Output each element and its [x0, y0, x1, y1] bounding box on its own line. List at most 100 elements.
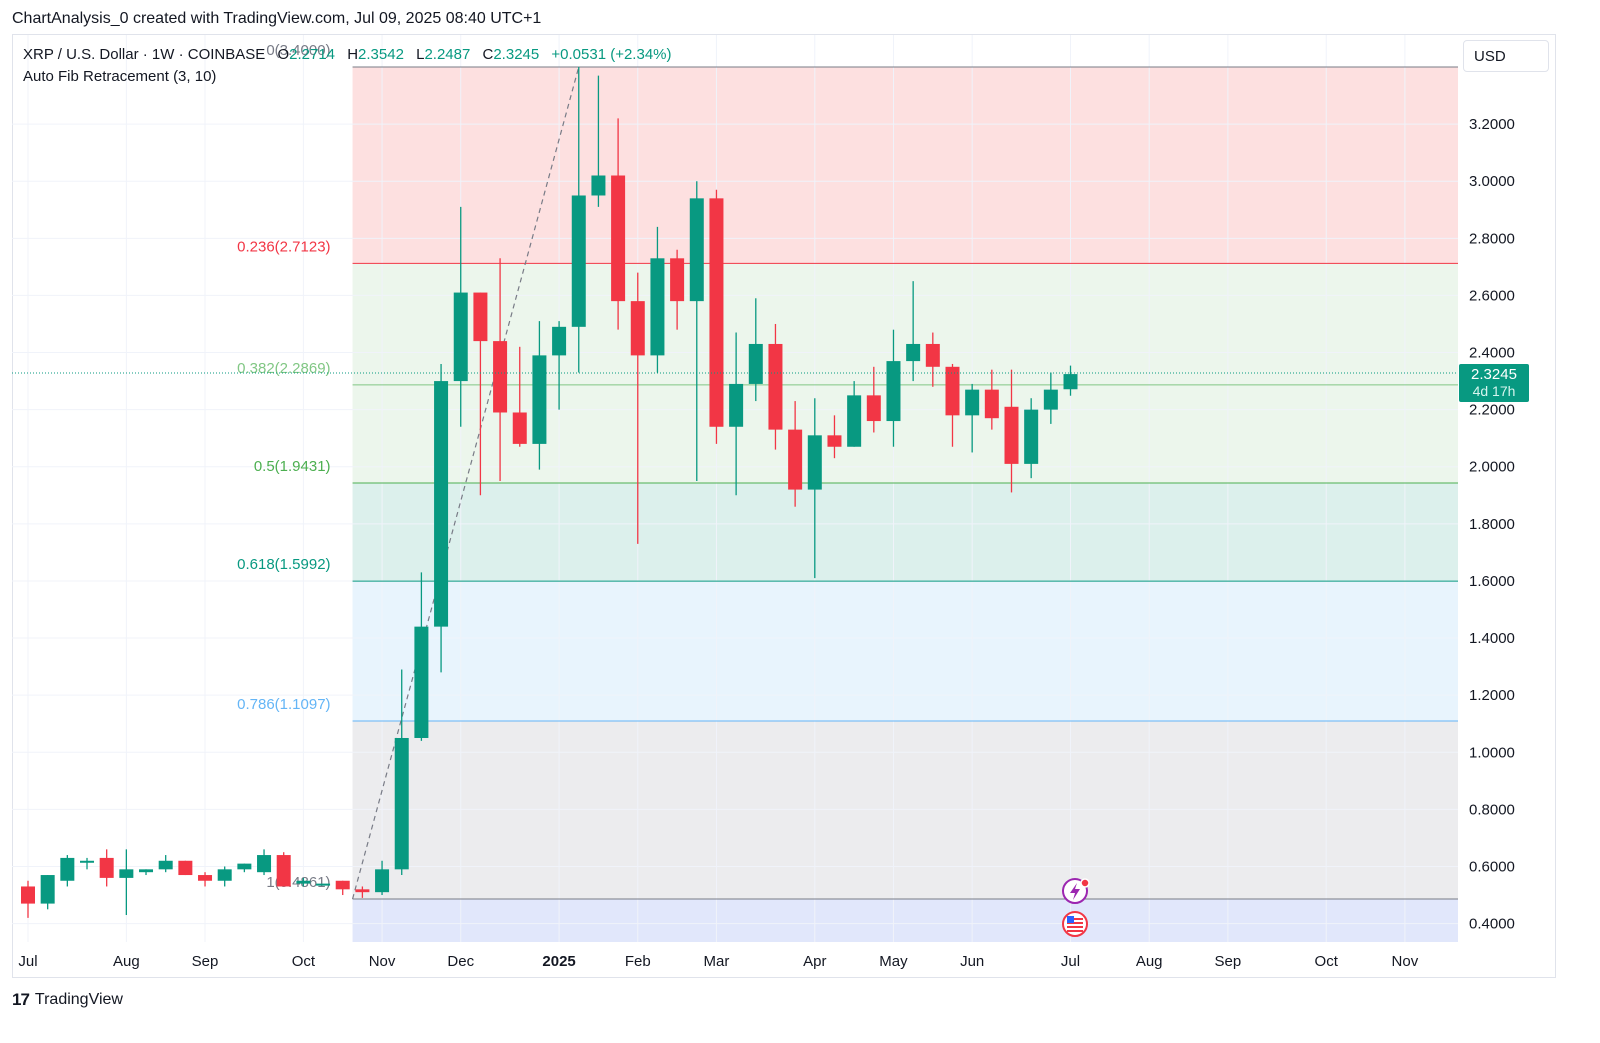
candle-body — [139, 869, 154, 873]
candle-down[interactable] — [1004, 369, 1019, 493]
candle-up[interactable] — [394, 669, 409, 876]
us-flag-event-icon[interactable] — [1062, 911, 1088, 937]
candle-body — [80, 860, 95, 863]
candle-down[interactable] — [945, 363, 960, 447]
candle-body — [453, 292, 468, 382]
candle-body — [237, 863, 252, 870]
chart-header: ChartAnalysis_0 created with TradingView… — [12, 10, 542, 27]
candle-body — [158, 860, 173, 870]
candle-up[interactable] — [1063, 365, 1078, 396]
candle-up[interactable] — [552, 321, 567, 410]
fib-level-label: 0(3.4000) — [266, 42, 330, 59]
candle-down[interactable] — [984, 369, 999, 430]
tradingview-logo-icon: 17 — [12, 990, 30, 1009]
time-tick-label: 2025 — [542, 953, 575, 970]
candle-body — [827, 435, 842, 447]
candle-down[interactable] — [866, 366, 881, 433]
price-tick-label: 0.4000 — [1469, 916, 1515, 933]
time-tick-label: Feb — [625, 953, 651, 970]
candle-up[interactable] — [532, 321, 547, 470]
tradingview-logo-text: TradingView — [34, 991, 123, 1008]
candle-up[interactable] — [139, 869, 154, 876]
candle-body — [99, 857, 114, 878]
candle-down[interactable] — [473, 292, 488, 496]
candle-down[interactable] — [709, 189, 724, 444]
candle-up[interactable] — [158, 855, 173, 873]
candle-up[interactable] — [316, 883, 331, 886]
candle-up[interactable] — [119, 849, 134, 916]
candle-up[interactable] — [1043, 372, 1058, 424]
candle-body — [512, 412, 527, 444]
candle-body — [198, 875, 213, 881]
lightning-event-icon[interactable] — [1062, 878, 1090, 904]
candle-up[interactable] — [217, 866, 232, 887]
candle-up[interactable] — [965, 383, 980, 453]
candle-up[interactable] — [689, 181, 704, 482]
candle-up[interactable] — [748, 298, 763, 402]
candle-down[interactable] — [276, 852, 291, 887]
symbol-legend: XRP / U.S. Dollar · 1W · COINBASE O2.271… — [23, 46, 672, 63]
time-tick-label: Apr — [803, 953, 826, 970]
candle-up[interactable] — [729, 332, 744, 496]
candle-up[interactable] — [906, 281, 921, 382]
candle-up[interactable] — [80, 857, 95, 870]
price-tick-label: 0.6000 — [1469, 858, 1515, 875]
time-tick-label: Sep — [192, 953, 219, 970]
candle-down[interactable] — [768, 323, 783, 450]
candle-up[interactable] — [414, 572, 429, 741]
price-tick-label: 2.2000 — [1469, 402, 1515, 419]
candle-up[interactable] — [434, 363, 449, 673]
candle-down[interactable] — [21, 880, 35, 918]
candle-down[interactable] — [355, 886, 370, 898]
currency-button[interactable]: USD — [1463, 40, 1549, 72]
candle-up[interactable] — [375, 860, 390, 896]
candle-down[interactable] — [99, 849, 114, 887]
candle-down[interactable] — [670, 249, 685, 330]
candle-up[interactable] — [1024, 398, 1039, 479]
close-label: C — [482, 46, 494, 63]
candle-body — [847, 395, 862, 447]
candle-down[interactable] — [178, 860, 193, 876]
candle-body — [217, 869, 232, 881]
candle-up[interactable] — [591, 75, 606, 207]
time-tick-label: Nov — [369, 953, 396, 970]
candle-down[interactable] — [827, 415, 842, 459]
candle-down[interactable] — [493, 258, 508, 482]
candle-down[interactable] — [335, 880, 350, 896]
candle-up[interactable] — [296, 877, 311, 887]
candle-down[interactable] — [788, 401, 803, 507]
candle-up[interactable] — [650, 226, 665, 373]
indicator-legend[interactable]: Auto Fib Retracement (3, 10) — [23, 68, 217, 85]
candle-down[interactable] — [630, 272, 645, 544]
tradingview-logo[interactable]: 17 TradingView — [12, 990, 123, 1010]
time-tick-label: Mar — [704, 953, 730, 970]
candle-down[interactable] — [925, 332, 940, 387]
candle-down[interactable] — [611, 118, 626, 330]
candle-up[interactable] — [453, 206, 468, 427]
candle-body — [40, 875, 55, 904]
price-tick-label: 1.6000 — [1469, 573, 1515, 590]
candle-up[interactable] — [886, 329, 901, 447]
candle-up[interactable] — [571, 67, 586, 373]
candle-up[interactable] — [60, 855, 75, 887]
candle-up[interactable] — [237, 863, 252, 873]
candle-body — [1043, 389, 1058, 410]
low-value: 2.2487 — [424, 46, 471, 63]
candle-up[interactable] — [807, 398, 822, 579]
time-tick-label: May — [879, 953, 908, 970]
fib-band — [352, 67, 1459, 264]
candle-up[interactable] — [847, 381, 862, 447]
candle-up[interactable] — [257, 849, 272, 876]
price-tick-label: 1.0000 — [1469, 744, 1515, 761]
chart-frame — [12, 34, 1556, 978]
candle-body — [925, 343, 940, 367]
candle-body — [886, 361, 901, 422]
candle-body — [807, 435, 822, 490]
candle-down[interactable] — [198, 872, 213, 887]
candle-down[interactable] — [512, 346, 527, 447]
time-tick-label: Aug — [113, 953, 140, 970]
fib-bands — [352, 67, 1459, 942]
candle-up[interactable] — [40, 875, 55, 910]
candle-body — [257, 855, 272, 873]
